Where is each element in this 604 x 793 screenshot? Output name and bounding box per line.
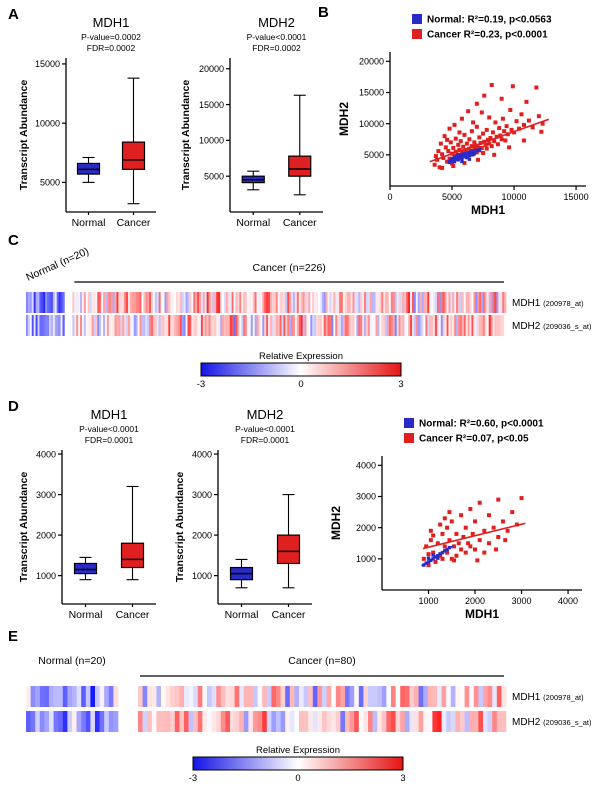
svg-text:2000: 2000 (465, 596, 485, 606)
panel-label-e: E (8, 628, 19, 645)
svg-text:MDH2: MDH2 (329, 506, 343, 540)
svg-text:Cancer: Cancer (283, 217, 317, 229)
svg-text:Cancer: Cancer (117, 217, 151, 229)
svg-text:Normal: Normal (236, 217, 270, 229)
svg-text:3000: 3000 (192, 490, 212, 500)
svg-text:10000: 10000 (502, 192, 527, 202)
svg-text:10000: 10000 (359, 119, 384, 129)
svg-text:0: 0 (295, 773, 300, 784)
svg-text:4000: 4000 (192, 449, 212, 459)
svg-text:1000: 1000 (356, 554, 376, 564)
svg-text:Cancer R²=0.07, p<0.05: Cancer R²=0.07, p<0.05 (419, 434, 529, 445)
svg-text:FDR=0.0001: FDR=0.0001 (241, 435, 290, 445)
svg-text:Cancer (n=80): Cancer (n=80) (288, 655, 355, 667)
panel-b-scatterplot: Normal: R²=0.19, p<0.0563 Cancer R²=0.23,… (336, 8, 598, 225)
panel-d-mdh1-boxplot: MDH1 P-value<0.0001 FDR=0.0001 Transcript A… (16, 406, 166, 629)
panel-label-d: D (8, 398, 19, 415)
panel-label-c: C (8, 232, 19, 249)
svg-text:20000: 20000 (199, 64, 224, 74)
panel-d-scatterplot: Normal: R²=0.60, p<0.0001 Cancer R²=0.07,… (328, 412, 596, 629)
svg-text:20000: 20000 (359, 57, 384, 67)
svg-text:Transcript Abundance: Transcript Abundance (18, 80, 30, 191)
svg-text:Normal: Normal (72, 217, 106, 229)
panel-e-heatmap: Normal (n=20) Cancer (n=80) MDH1 (200978_a… (16, 640, 602, 745)
svg-text:Transcript Abundance: Transcript Abundance (174, 472, 186, 583)
svg-text:Cancer R²=0.23, p<0.0001: Cancer R²=0.23, p<0.0001 (427, 30, 548, 41)
svg-text:15000: 15000 (199, 100, 224, 110)
svg-text:FDR=0.0001: FDR=0.0001 (85, 435, 134, 445)
svg-text:0: 0 (387, 192, 392, 202)
svg-text:Transcript Abundance: Transcript Abundance (18, 472, 30, 583)
svg-text:15000: 15000 (35, 59, 60, 69)
svg-text:Normal: Normal (225, 609, 259, 621)
svg-text:Transcript Abundance: Transcript Abundance (180, 80, 192, 191)
svg-text:Cancer: Cancer (272, 609, 306, 621)
svg-text:5000: 5000 (442, 192, 462, 202)
svg-text:1000: 1000 (418, 596, 438, 606)
svg-text:3: 3 (400, 773, 405, 784)
svg-text:2000: 2000 (192, 530, 212, 540)
svg-text:FDR=0.0002: FDR=0.0002 (252, 43, 301, 53)
svg-text:MDH2 (209036_s_at): MDH2 (209036_s_at) (512, 717, 592, 728)
svg-text:P-value<0.0001: P-value<0.0001 (79, 424, 139, 434)
svg-text:1000: 1000 (36, 571, 56, 581)
svg-text:MDH1 (200978_at): MDH1 (200978_at) (512, 692, 584, 703)
svg-text:5000: 5000 (204, 171, 224, 181)
svg-text:Cancer (n=226): Cancer (n=226) (253, 262, 326, 274)
svg-text:Normal (n=20): Normal (n=20) (38, 655, 105, 667)
panel-c-colorbar: Relative Expression -3 0 3 (186, 350, 416, 397)
svg-text:Normal: R²=0.19, p<0.0563: Normal: R²=0.19, p<0.0563 (427, 15, 552, 26)
svg-text:P-value<0.0001: P-value<0.0001 (247, 32, 307, 42)
svg-text:MDH2: MDH2 (247, 407, 284, 422)
svg-text:MDH1: MDH1 (91, 407, 128, 422)
svg-text:3000: 3000 (36, 490, 56, 500)
panel-e-colorbar: Relative Expression -3 0 3 (178, 744, 418, 791)
svg-text:-3: -3 (189, 773, 197, 784)
panel-label-a: A (8, 6, 19, 23)
svg-text:MDH1: MDH1 (93, 15, 130, 30)
svg-text:15000: 15000 (359, 88, 384, 98)
svg-text:3000: 3000 (356, 492, 376, 502)
svg-text:5000: 5000 (40, 178, 60, 188)
svg-text:P-value=0.0002: P-value=0.0002 (81, 32, 141, 42)
panel-a-mdh2-boxplot: MDH2 P-value<0.0001 FDR=0.0002 Transcript A… (178, 14, 333, 237)
svg-text:P-value<0.0001: P-value<0.0001 (235, 424, 295, 434)
svg-text:Normal (n=20): Normal (n=20) (24, 245, 90, 283)
svg-text:Relative Expression: Relative Expression (256, 745, 340, 756)
panel-d-mdh2-boxplot: MDH2 P-value<0.0001 FDR=0.0001 Transcript A… (172, 406, 322, 629)
svg-text:FDR=0.0002: FDR=0.0002 (87, 43, 136, 53)
svg-text:Normal: Normal (69, 609, 103, 621)
panel-c-heatmap: Normal (n=20) Cancer (n=226) MDH1 (200978_… (16, 244, 602, 351)
svg-text:1000: 1000 (192, 571, 212, 581)
panel-a-mdh1-boxplot: MDH1 P-value=0.0002 FDR=0.0002 Transcript A… (16, 14, 166, 237)
svg-text:MDH1: MDH1 (471, 203, 505, 217)
svg-text:15000: 15000 (564, 192, 589, 202)
panel-label-b: B (318, 4, 329, 21)
svg-text:MDH1 (200978_at): MDH1 (200978_at) (512, 298, 584, 309)
svg-text:2000: 2000 (36, 530, 56, 540)
svg-text:4000: 4000 (36, 449, 56, 459)
svg-text:MDH2: MDH2 (258, 15, 295, 30)
svg-text:4000: 4000 (558, 596, 578, 606)
svg-text:0: 0 (298, 379, 303, 390)
svg-text:Cancer: Cancer (116, 609, 150, 621)
svg-text:4000: 4000 (356, 461, 376, 471)
svg-text:MDH2: MDH2 (337, 102, 351, 136)
svg-text:MDH1: MDH1 (465, 607, 499, 621)
svg-text:Relative Expression: Relative Expression (259, 351, 343, 362)
svg-text:-3: -3 (197, 379, 205, 390)
svg-text:5000: 5000 (364, 150, 384, 160)
svg-text:10000: 10000 (199, 136, 224, 146)
svg-text:MDH2 (209036_s_at): MDH2 (209036_s_at) (512, 321, 592, 332)
svg-text:10000: 10000 (35, 118, 60, 128)
svg-text:3000: 3000 (512, 596, 532, 606)
svg-text:2000: 2000 (356, 523, 376, 533)
svg-text:Normal: R²=0.60, p<0.0001: Normal: R²=0.60, p<0.0001 (419, 419, 544, 430)
svg-text:3: 3 (398, 379, 403, 390)
